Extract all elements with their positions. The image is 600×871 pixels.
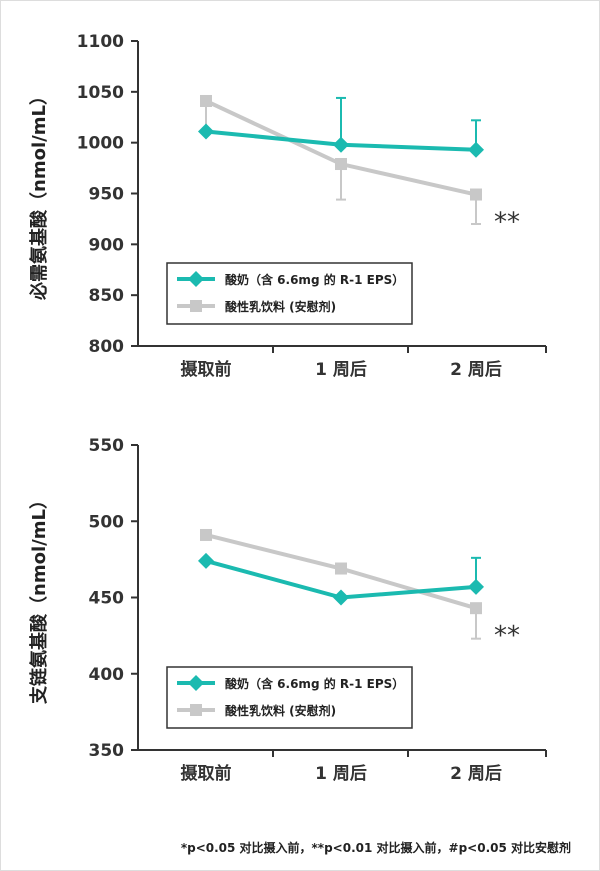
legend-label: 酸性乳饮料 (安慰剂) bbox=[225, 703, 336, 718]
y-tick-label: 850 bbox=[89, 286, 125, 306]
data-point-diamond bbox=[198, 552, 214, 569]
y-tick-label: 1100 bbox=[77, 32, 124, 52]
footnote: *p<0.05 对比摄入前，**p<0.01 对比摄入前，#p<0.05 对比安… bbox=[180, 841, 571, 855]
data-point-diamond bbox=[333, 136, 349, 153]
x-tick-label: 2 周后 bbox=[450, 360, 502, 380]
data-point-square bbox=[470, 602, 482, 615]
legend-label: 酸奶（含 6.6mg 的 R-1 EPS） bbox=[225, 272, 404, 287]
x-tick-label: 摄取前 bbox=[181, 763, 232, 784]
y-tick-label: 800 bbox=[89, 337, 125, 357]
y-tick-label: 950 bbox=[89, 185, 125, 205]
y-tick-label: 500 bbox=[89, 512, 125, 532]
y-tick-label: 550 bbox=[89, 436, 125, 456]
x-tick-label: 摄取前 bbox=[181, 359, 232, 380]
y-axis-label: 支链氨基酸（nmol/mL） bbox=[28, 491, 50, 705]
y-tick-label: 1050 bbox=[77, 83, 124, 103]
data-point-square bbox=[335, 562, 347, 575]
data-point-diamond bbox=[333, 589, 349, 606]
data-point-diamond bbox=[468, 141, 484, 158]
data-point-diamond bbox=[198, 123, 214, 140]
x-tick-label: 1 周后 bbox=[315, 360, 367, 380]
legend-square-icon bbox=[190, 704, 202, 716]
data-point-square bbox=[200, 528, 212, 541]
legend-box bbox=[166, 666, 413, 729]
y-tick-label: 350 bbox=[89, 741, 125, 761]
data-point-square bbox=[470, 188, 482, 201]
legend-diamond-icon bbox=[188, 675, 204, 691]
y-tick-label: 450 bbox=[89, 589, 125, 609]
legend-label: 酸奶（含 6.6mg 的 R-1 EPS） bbox=[225, 676, 404, 691]
legend-box bbox=[166, 262, 413, 325]
legend-label: 酸性乳饮料 (安慰剂) bbox=[225, 299, 336, 314]
y-tick-label: 900 bbox=[89, 235, 125, 255]
data-point-square bbox=[200, 94, 212, 107]
y-axis-label: 必需氨基酸（nmol/mL） bbox=[28, 87, 50, 301]
x-tick-label: 2 周后 bbox=[450, 764, 502, 784]
y-tick-label: 400 bbox=[89, 665, 125, 685]
legend-diamond-icon bbox=[188, 271, 204, 287]
data-point-square bbox=[335, 158, 347, 171]
y-tick-label: 1000 bbox=[77, 134, 124, 154]
significance-marker: ** bbox=[494, 208, 520, 238]
x-tick-label: 1 周后 bbox=[315, 764, 367, 784]
legend-square-icon bbox=[190, 300, 202, 312]
significance-marker: ** bbox=[494, 621, 520, 651]
data-point-diamond bbox=[468, 578, 484, 595]
